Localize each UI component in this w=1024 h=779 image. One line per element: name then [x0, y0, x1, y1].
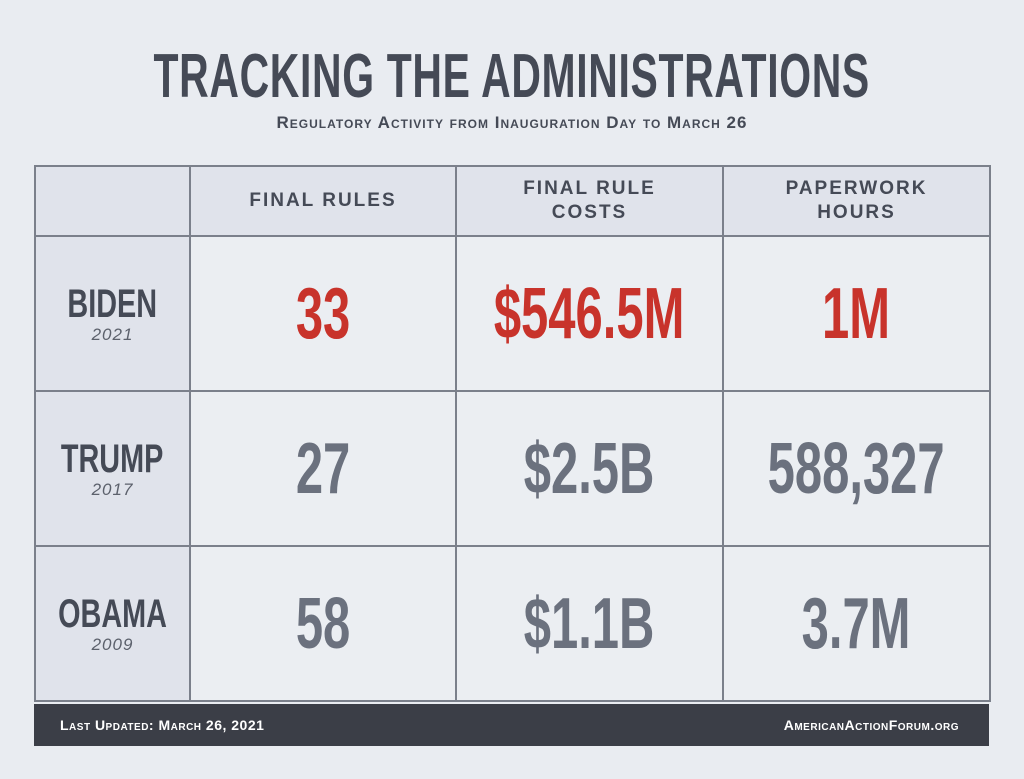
- table-cell: $1.1B: [455, 545, 724, 702]
- column-header: FINAL RULE COSTS: [455, 165, 724, 237]
- corner-cell: [34, 165, 191, 237]
- administration-year: 2021: [91, 324, 134, 344]
- column-header: PAPERWORK HOURS: [722, 165, 991, 237]
- cell-value: 3.7M: [802, 583, 911, 664]
- cell-value: 33: [295, 273, 351, 354]
- administration-name: TRUMP: [61, 436, 164, 481]
- row-header: TRUMP 2017: [34, 390, 191, 547]
- table-cell: 588,327: [722, 390, 991, 547]
- administration-year: 2009: [91, 634, 134, 654]
- cell-value: $546.5M: [494, 273, 685, 354]
- table-cell: 1M: [722, 235, 991, 392]
- cell-value: 1M: [822, 273, 891, 354]
- table-row: BIDEN 2021 33 $546.5M 1M: [34, 235, 991, 392]
- last-updated: Last Updated: March 26, 2021: [60, 717, 265, 733]
- administration-name: BIDEN: [67, 281, 158, 326]
- table-cell: 27: [189, 390, 457, 547]
- column-header-label: PAPERWORK HOURS: [785, 178, 928, 223]
- subtitle: Regulatory Activity from Inauguration Da…: [276, 113, 748, 132]
- comparison-table: FINAL RULES FINAL RULE COSTS PAPERWORK H…: [34, 165, 991, 702]
- column-header-label: FINAL RULE COSTS: [523, 178, 656, 223]
- column-header: FINAL RULES: [189, 165, 457, 237]
- administration-name: OBAMA: [58, 591, 167, 636]
- table-cell: 58: [189, 545, 457, 702]
- cell-value: 58: [295, 583, 351, 664]
- table-cell: 33: [189, 235, 457, 392]
- table-row: OBAMA 2009 58 $1.1B 3.7M: [34, 545, 991, 702]
- row-header: OBAMA 2009: [34, 545, 191, 702]
- table-cell: $546.5M: [455, 235, 724, 392]
- administration-year: 2017: [91, 479, 134, 499]
- row-header: BIDEN 2021: [34, 235, 191, 392]
- cell-value: 27: [295, 428, 351, 509]
- column-header-label: FINAL RULES: [249, 190, 397, 211]
- page-title: TRACKING THE ADMINISTRATIONS: [0, 44, 1024, 110]
- source-link[interactable]: AmericanActionForum.org: [783, 717, 959, 733]
- cell-value: $1.1B: [524, 583, 655, 664]
- table-cell: 3.7M: [722, 545, 991, 702]
- title-text: TRACKING THE ADMINISTRATIONS: [153, 42, 871, 111]
- table-row: TRUMP 2017 27 $2.5B 588,327: [34, 390, 991, 547]
- table-cell: $2.5B: [455, 390, 724, 547]
- cell-value: $2.5B: [524, 428, 655, 509]
- footer-bar: Last Updated: March 26, 2021 AmericanAct…: [34, 704, 989, 746]
- header-row: FINAL RULES FINAL RULE COSTS PAPERWORK H…: [34, 165, 991, 237]
- cell-value: 588,327: [768, 428, 945, 509]
